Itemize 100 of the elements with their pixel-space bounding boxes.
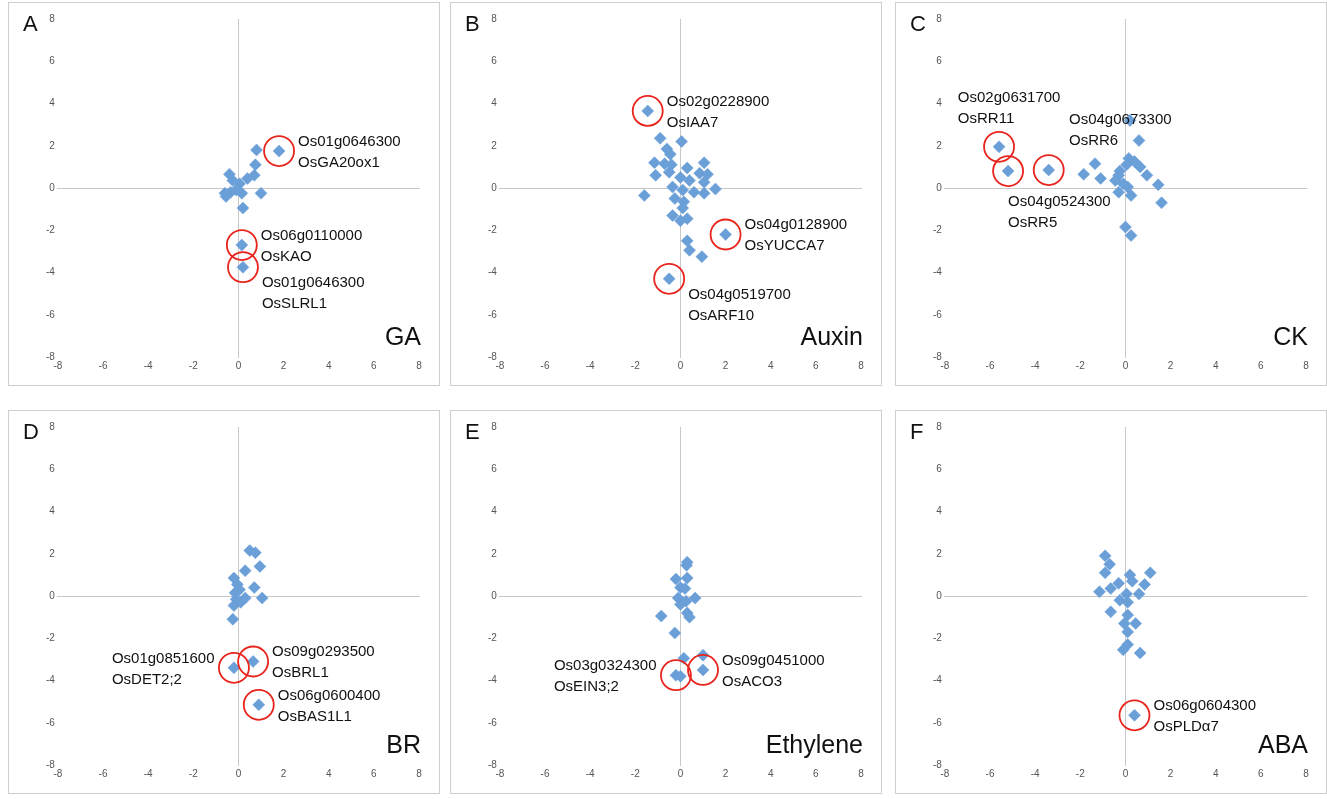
text: ABA [1257,730,1308,759]
annotation: Os01g0646300 OsGA20ox1 [298,131,401,173]
x-tick-label: -2 [1075,767,1086,779]
y-tick-label: 0 [491,589,498,601]
point [250,143,263,157]
point [666,209,679,222]
y-tick-label: 4 [49,97,56,109]
point [1132,134,1146,147]
x-tick-label: 2 [1167,767,1174,779]
annotation: Os03g0324300 OsEIN3;2 [553,655,657,697]
y-tick-label: -8 [487,758,498,770]
annotation: Os02g0631700 OsRR11 [957,86,1061,128]
annotation: Os06g0600400 OsBAS1L1 [277,684,381,726]
point [1098,566,1112,580]
y-tick-label: 0 [49,589,56,601]
point [1077,168,1090,181]
y-tick-label: 6 [936,55,943,66]
y-tick-label: -6 [45,308,56,320]
point [1103,558,1116,571]
text: GA [384,322,421,351]
point [1138,578,1151,591]
y-tick-label: -2 [487,224,498,235]
point [1144,566,1157,580]
y-tick-label: -4 [45,674,56,686]
x-tick-label: 4 [325,767,332,779]
x-tick-label: 0 [1122,359,1129,371]
point [680,212,694,225]
x-tick-label: 0 [1122,767,1129,779]
x-tick-label: 0 [235,359,242,371]
annotation: Os01g0646300 OsSLRL1 [261,272,365,314]
point [1119,220,1132,234]
x-tick-label: -6 [98,359,108,371]
point [680,161,694,175]
point [1116,643,1130,657]
point [1140,169,1154,182]
x-tick-label: 4 [767,359,774,371]
x-tick-label: 2 [722,767,729,779]
point [655,609,668,623]
point [255,591,269,605]
chart-title: D [23,419,39,445]
point [1132,587,1146,601]
point [669,572,683,586]
y-tick-label: -4 [45,266,56,278]
y-tick-label: 2 [49,547,56,559]
annotation: Os02g0228900 OsIAA7 [666,90,770,132]
point [236,201,250,215]
point [254,187,268,200]
x-tick-label: -4 [143,359,154,371]
point [1155,196,1168,210]
annotation: Os09g0451000 OsACO3 [722,649,825,691]
point [697,187,711,200]
y-tick-label: -4 [932,266,943,278]
point [1120,158,1133,172]
point [668,192,682,205]
x-tick-label: -2 [630,359,641,371]
point [1121,180,1134,194]
annotation: Os04g0128900 OsYUCCA7 [744,214,848,256]
y-tick-label: -2 [45,224,56,235]
x-tick-label: 6 [1258,767,1265,779]
point [1094,172,1107,185]
x-tick-label: -4 [143,767,154,779]
annotation: Os04g0524300 OsRR5 [1008,191,1111,233]
point [638,189,651,202]
y-tick-label: 2 [936,139,943,151]
point [1121,608,1134,622]
y-tick-label: 8 [49,12,56,24]
point [688,591,702,605]
text: Ethylene [765,730,863,759]
y-tick-label: -4 [932,674,943,686]
x-tick-label: 8 [1303,767,1310,779]
point [1118,617,1131,630]
point [226,612,240,626]
x-tick-label: 0 [235,767,242,779]
y-tick-label: -2 [45,632,56,643]
point [238,564,252,577]
point [666,180,679,194]
y-tick-label: 2 [491,547,498,559]
y-tick-label: 4 [49,505,56,517]
x-tick-label: -6 [540,767,550,779]
point [249,158,262,172]
y-tick-label: -8 [45,350,56,362]
y-tick-label: 0 [936,589,943,601]
point [1133,646,1147,660]
point [676,183,689,197]
x-tick-label: -6 [985,767,995,779]
x-tick-label: 6 [813,359,820,371]
point [235,187,249,200]
y-tick-label: 0 [491,181,498,193]
y-tick-label: -6 [932,308,943,320]
y-tick-label: 0 [49,181,56,193]
point [683,244,696,257]
point [674,171,687,184]
x-tick-label: 4 [325,359,332,371]
x-tick-label: 2 [280,767,287,779]
x-tick-label: -4 [585,767,596,779]
x-tick-label: 8 [416,767,423,779]
point [697,156,711,169]
chart-title: C [910,11,926,37]
x-tick-label: 6 [1258,359,1265,371]
x-tick-label: -2 [188,359,199,371]
